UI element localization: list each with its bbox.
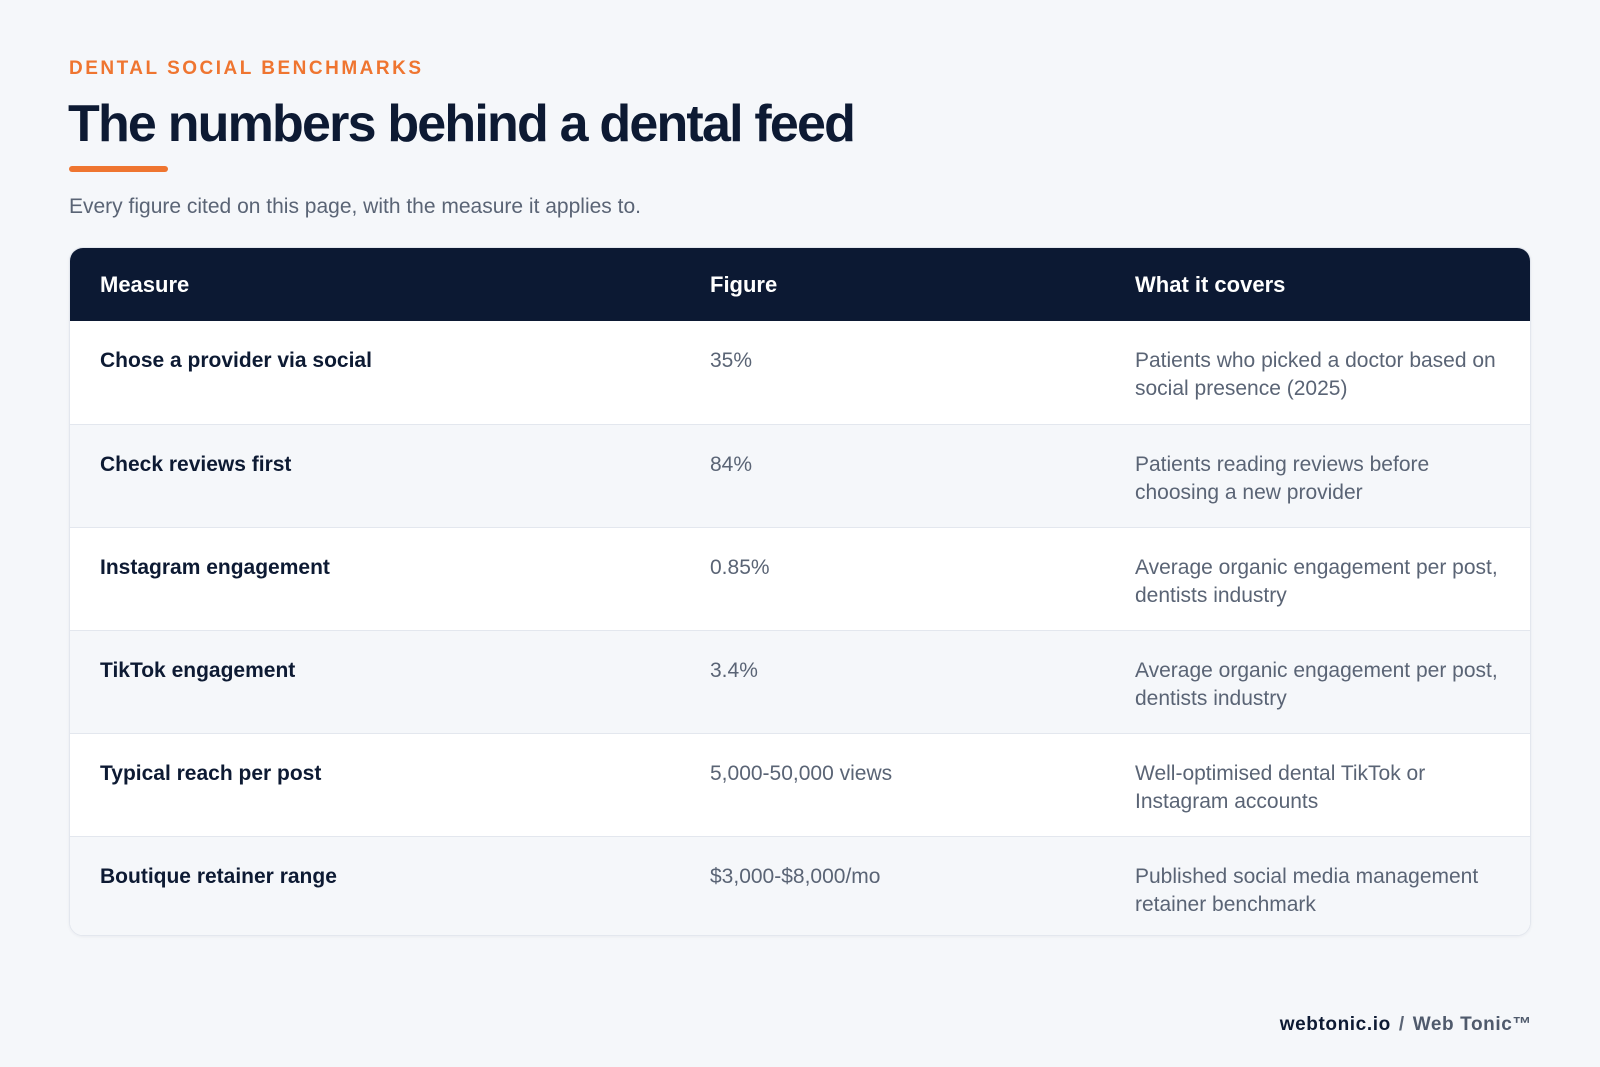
- table-row: Instagram engagement 0.85% Average organ…: [70, 527, 1530, 630]
- table-row: TikTok engagement 3.4% Average organic e…: [70, 630, 1530, 733]
- table-row: Chose a provider via social 35% Patients…: [70, 321, 1530, 424]
- page-subtitle: Every figure cited on this page, with th…: [69, 195, 641, 218]
- page-title: The numbers behind a dental feed: [68, 95, 856, 153]
- figure-cell: $3,000-$8,000/mo: [710, 865, 881, 888]
- covers-cell: Average organic engagement per post, den…: [1135, 556, 1498, 607]
- column-header-covers: What it covers: [1135, 272, 1286, 297]
- footer-domain: webtonic.io: [1279, 1014, 1391, 1035]
- covers-cell: Patients who picked a doctor based on so…: [1135, 349, 1496, 400]
- covers-cell: Patients reading reviews before choosing…: [1135, 453, 1430, 504]
- footer-separator: /: [1398, 1014, 1405, 1035]
- benchmarks-table: Measure Figure What it covers Chose a pr…: [69, 247, 1531, 936]
- measure-cell: TikTok engagement: [100, 659, 296, 682]
- table-row: Check reviews first 84% Patients reading…: [70, 424, 1530, 527]
- eyebrow-label: DENTAL SOCIAL BENCHMARKS: [69, 58, 424, 79]
- table-body: Chose a provider via social 35% Patients…: [70, 321, 1530, 935]
- footer-brand: Web Tonic™: [1412, 1014, 1532, 1035]
- measure-cell: Check reviews first: [100, 453, 292, 476]
- covers-cell: Well-optimised dental TikTok or Instagra…: [1135, 762, 1426, 813]
- covers-cell: Average organic engagement per post, den…: [1135, 659, 1498, 710]
- measure-cell: Typical reach per post: [100, 762, 322, 785]
- measure-cell: Boutique retainer range: [100, 865, 337, 888]
- measure-cell: Instagram engagement: [100, 556, 330, 579]
- measure-cell: Chose a provider via social: [100, 349, 372, 372]
- column-header-figure: Figure: [710, 272, 778, 297]
- column-header-measure: Measure: [100, 272, 190, 297]
- figure-cell: 0.85%: [710, 556, 770, 579]
- figure-cell: 3.4%: [710, 659, 758, 682]
- table-row: Boutique retainer range $3,000-$8,000/mo…: [70, 836, 1530, 935]
- figure-cell: 84%: [710, 453, 753, 476]
- table-header-row: Measure Figure What it covers: [70, 248, 1530, 321]
- footer-credit: webtonic.io / Web Tonic™: [1280, 1014, 1532, 1036]
- figure-cell: 35%: [710, 349, 753, 372]
- covers-cell: Published social media management retain…: [1135, 865, 1479, 916]
- figure-cell: 5,000-50,000 views: [710, 762, 893, 785]
- title-accent-rule: [69, 166, 168, 172]
- table-row: Typical reach per post 5,000-50,000 view…: [70, 733, 1530, 836]
